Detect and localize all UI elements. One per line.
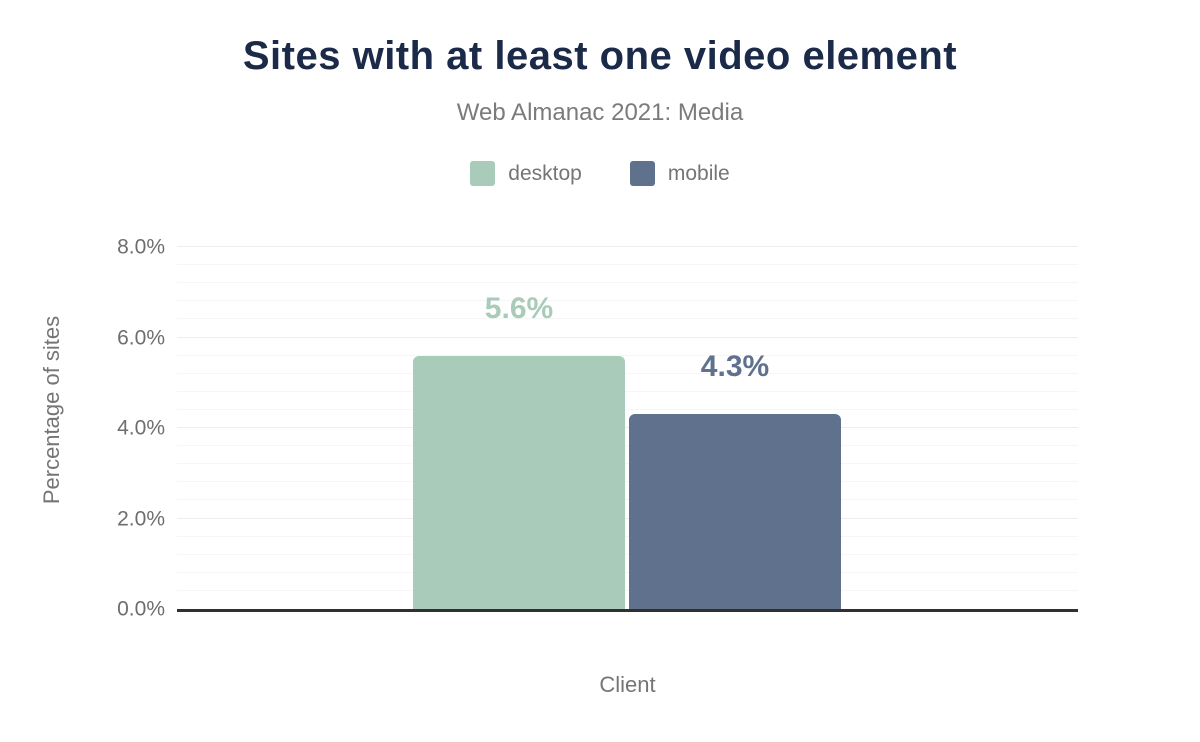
minor-gridline: [177, 354, 1078, 356]
minor-gridline: [177, 408, 1078, 410]
x-axis-title: Client: [599, 672, 656, 697]
minor-gridline: [177, 571, 1078, 573]
minor-gridline: [177, 463, 1078, 465]
legend: desktop mobile: [0, 161, 1200, 186]
minor-gridline: [177, 264, 1078, 266]
y-tick-label: 8.0%: [117, 235, 165, 259]
legend-label-mobile: mobile: [667, 161, 730, 185]
minor-gridline: [177, 589, 1078, 591]
chart-subtitle: Web Almanac 2021: Media: [456, 99, 744, 126]
minor-gridline: [177, 535, 1078, 537]
chart-title: Sites with at least one video element: [242, 34, 958, 78]
legend-item-mobile[interactable]: mobile: [629, 161, 730, 186]
bar-slot-desktop: 5.6%: [413, 247, 625, 609]
minor-gridline: [177, 499, 1078, 501]
bar-group: 5.6% 4.3%: [413, 247, 841, 609]
major-gridline: [177, 246, 1078, 247]
minor-gridline: [177, 318, 1078, 320]
bar-value-label-mobile: 4.3%: [700, 350, 770, 384]
minor-gridline: [177, 481, 1078, 483]
legend-item-desktop[interactable]: desktop: [470, 161, 582, 186]
minor-gridline: [177, 372, 1078, 374]
bar-mobile[interactable]: [629, 414, 841, 609]
legend-swatch-desktop: [470, 161, 496, 186]
y-axis-tick-labels: 0.0% 2.0% 4.0% 6.0% 8.0%: [0, 237, 165, 620]
plot-area: 5.6% 4.3%: [177, 246, 1078, 612]
y-tick-label: 4.0%: [117, 416, 165, 440]
bar-value-label-desktop: 5.6%: [484, 291, 554, 325]
legend-swatch-mobile: [629, 161, 655, 186]
minor-gridline: [177, 553, 1078, 555]
major-gridline: [177, 336, 1078, 338]
y-tick-label: 2.0%: [117, 507, 165, 530]
bar-desktop[interactable]: [413, 355, 625, 609]
bar-slot-mobile: 4.3%: [629, 247, 841, 609]
legend-label-desktop: desktop: [508, 161, 582, 185]
minor-gridline: [177, 282, 1078, 284]
major-gridline: [177, 427, 1078, 428]
minor-gridline: [177, 445, 1078, 447]
major-gridline: [177, 517, 1078, 519]
minor-gridline: [177, 300, 1078, 302]
minor-gridline: [177, 390, 1078, 392]
y-tick-label: 6.0%: [117, 326, 165, 349]
y-tick-label: 0.0%: [117, 597, 165, 621]
